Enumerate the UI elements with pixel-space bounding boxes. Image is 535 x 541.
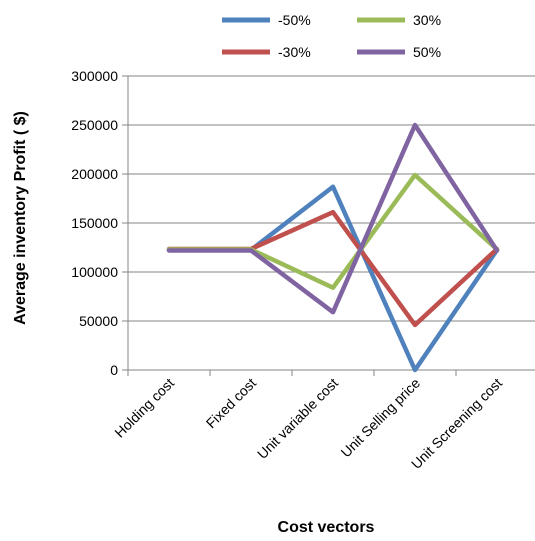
y-tick-label: 250000 [71, 117, 118, 133]
x-tick-label: Holding cost [111, 375, 177, 441]
y-tick-label: 150000 [71, 215, 118, 231]
legend: -50% -30% 30% 50% [222, 12, 441, 60]
y-tick-label: 200000 [71, 166, 118, 182]
series-lines [166, 122, 500, 373]
y-tick-label: 100000 [71, 264, 118, 280]
x-tick-label: Unit variable cost [254, 375, 341, 462]
y-axis-title: Average inventory Profit ( $) [12, 111, 29, 325]
y-tick-label: 50000 [79, 313, 118, 329]
axes [127, 76, 535, 376]
legend-label: 30% [413, 12, 441, 28]
legend-label: 50% [413, 44, 441, 60]
x-tick-label: Unit Screening cost [408, 375, 505, 472]
x-axis-title: Cost vectors [278, 519, 375, 536]
legend-label: -50% [278, 12, 311, 28]
series-line [166, 122, 500, 315]
x-tick-label: Fixed cost [203, 375, 260, 432]
y-tick-label: 0 [110, 362, 118, 378]
x-tick-label: Unit Selling price [338, 375, 424, 461]
legend-label: -30% [278, 44, 311, 60]
y-tick-label: 300000 [71, 68, 118, 84]
gridlines [122, 75, 535, 371]
y-tick-labels: 0 50000 100000 150000 200000 250000 300000 [71, 68, 118, 378]
